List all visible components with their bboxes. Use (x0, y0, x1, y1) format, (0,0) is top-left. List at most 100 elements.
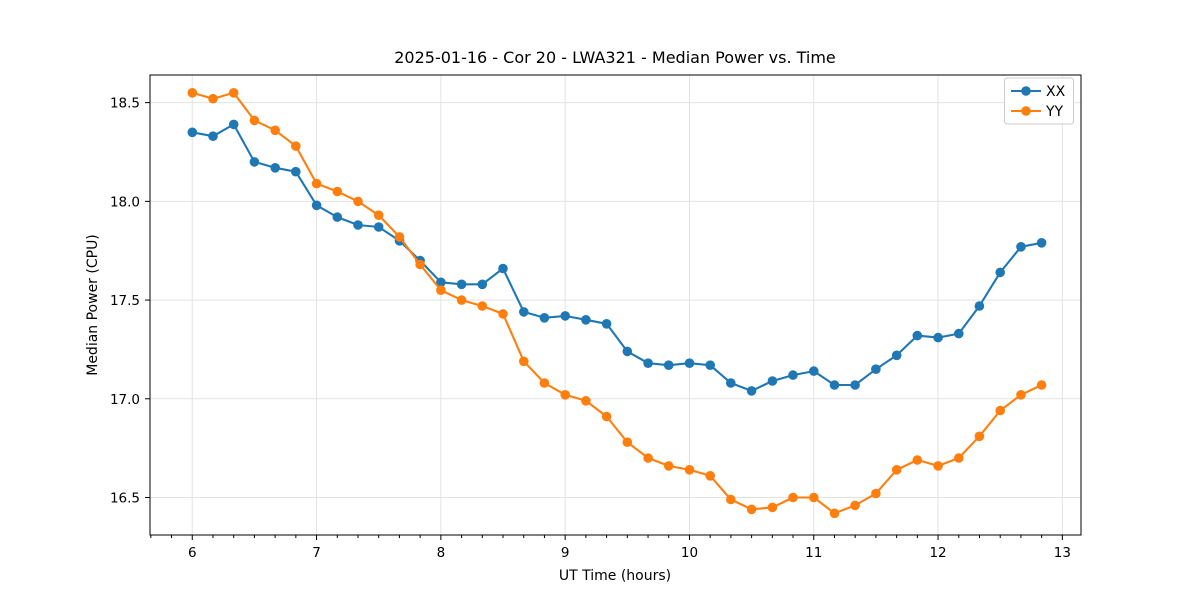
data-point-yy (726, 494, 736, 505)
data-point-xx (995, 267, 1005, 278)
y-axis-label: Median Power (CPU) (85, 234, 101, 376)
data-point-yy (974, 431, 985, 442)
data-point-xx (477, 279, 488, 290)
data-point-xx (291, 166, 301, 177)
data-point-xx (933, 332, 943, 343)
data-point-yy (519, 356, 529, 367)
data-point-yy (291, 141, 301, 151)
data-point-yy (498, 309, 508, 319)
data-point-xx (767, 376, 778, 386)
x-tick-label: 8 (437, 545, 446, 561)
data-point-yy (891, 465, 902, 475)
data-point-xx (829, 380, 840, 390)
data-point-yy (767, 502, 778, 513)
data-point-yy (311, 178, 322, 189)
data-point-xx (954, 328, 964, 339)
data-point-yy (829, 508, 840, 519)
grid (150, 75, 1081, 535)
data-point-xx (601, 319, 612, 329)
data-point-xx (498, 263, 508, 274)
data-point-yy (663, 461, 674, 471)
y-tick-label: 18.0 (110, 194, 140, 210)
legend-marker-sample (1021, 106, 1031, 116)
x-tick-label: 13 (1054, 545, 1071, 561)
data-point-yy (353, 196, 363, 207)
data-point-yy (560, 390, 570, 400)
legend-label-xx: XX (1046, 84, 1066, 100)
x-tick-label: 12 (929, 545, 946, 561)
x-tick-label: 10 (681, 545, 698, 561)
y-tick-label: 16.5 (110, 490, 140, 506)
data-point-yy (871, 488, 881, 499)
data-point-xx (850, 380, 860, 390)
data-point-xx (228, 119, 239, 130)
data-point-yy (228, 88, 239, 98)
series-line-yy (191, 91, 1043, 515)
data-point-xx (208, 131, 218, 141)
data-point-xx (788, 370, 798, 380)
y-tick-label: 18.5 (110, 96, 140, 112)
data-point-xx (519, 307, 529, 317)
data-point-xx (891, 350, 902, 361)
data-point-xx (684, 358, 695, 369)
x-axis-label: UT Time (hours) (559, 568, 671, 584)
y-tick-label: 17.0 (110, 392, 140, 408)
data-point-yy (394, 232, 405, 242)
data-point-yy (995, 405, 1005, 416)
axes: 6 7 8 9 10 11 12 13 16.5 17.0 17.5 18.0 18.5 (110, 74, 1082, 561)
data-point-yy (601, 411, 612, 422)
series-line-xx (191, 123, 1043, 392)
data-point-yy (249, 115, 260, 126)
data-point-yy (456, 295, 467, 305)
data-point-yy (809, 492, 819, 503)
series-lines (187, 88, 1047, 519)
data-point-xx (332, 212, 343, 222)
data-point-xx (726, 378, 736, 388)
x-tick-label: 7 (312, 545, 321, 561)
data-point-yy (373, 210, 384, 220)
data-point-xx (705, 360, 715, 371)
data-point-yy (477, 301, 488, 311)
data-point-xx (663, 360, 674, 371)
data-point-xx (311, 200, 322, 211)
data-point-xx (456, 279, 467, 290)
x-tick-label: 9 (561, 545, 570, 561)
data-point-yy (788, 492, 798, 503)
data-point-xx (581, 315, 591, 325)
data-point-xx (539, 313, 550, 323)
data-point-xx (270, 163, 281, 173)
data-point-yy (912, 455, 923, 465)
data-point-xx (353, 220, 363, 230)
data-point-yy (622, 437, 633, 448)
chart-title: 2025-01-16 - Cor 20 - LWA321 - Median Po… (394, 48, 836, 67)
data-point-yy (332, 186, 343, 197)
data-point-xx (643, 358, 653, 369)
data-point-yy (954, 453, 964, 463)
legend-marker-sample (1021, 86, 1031, 96)
data-point-xx (1016, 242, 1026, 252)
data-point-yy (705, 471, 715, 481)
data-point-yy (1036, 380, 1047, 390)
data-point-xx (746, 386, 757, 396)
data-point-xx (622, 346, 633, 357)
data-point-xx (560, 311, 570, 321)
data-point-xx (974, 301, 985, 311)
data-point-yy (850, 500, 860, 511)
x-tick-label: 11 (805, 545, 822, 561)
data-point-xx (187, 127, 198, 138)
data-point-xx (809, 366, 819, 376)
data-point-yy (643, 453, 653, 463)
legend-label-yy: YY (1045, 104, 1064, 120)
data-point-xx (871, 364, 881, 375)
data-point-xx (373, 222, 384, 232)
data-point-yy (187, 88, 198, 98)
data-point-yy (684, 465, 695, 475)
data-point-xx (436, 277, 446, 288)
data-point-yy (436, 285, 446, 296)
plot-border (149, 74, 1082, 536)
data-point-yy (415, 259, 425, 270)
data-point-yy (208, 93, 218, 104)
data-point-xx (249, 157, 260, 167)
